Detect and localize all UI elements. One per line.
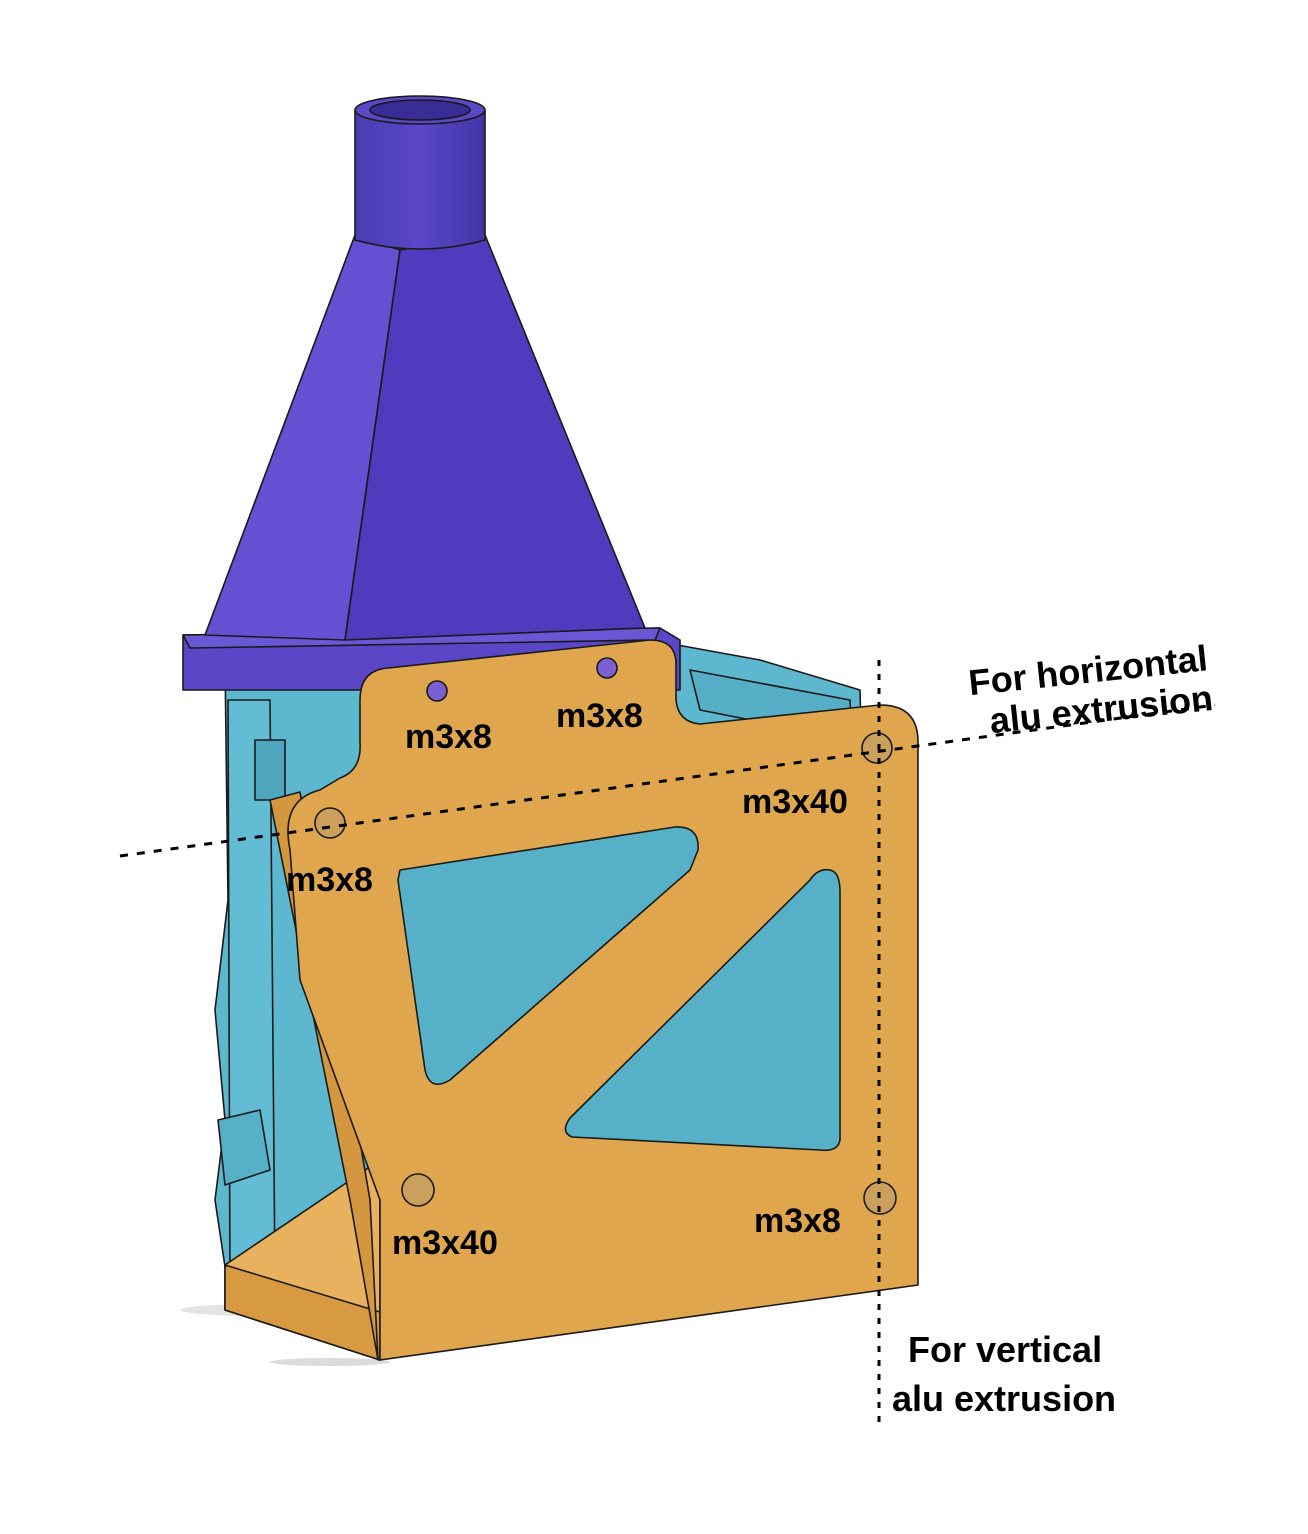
vertical-note-line2: alu extrusion (892, 1378, 1116, 1419)
screw-hole-right-upper (861, 732, 893, 764)
screw-hole-top-left (426, 680, 448, 702)
screw-hole-bottom-left (401, 1173, 435, 1207)
horizontal-extrusion-guide (119, 703, 1216, 858)
funnel-nozzle (182, 95, 681, 691)
screw-hole-left (314, 807, 346, 839)
mounting-bracket (224, 639, 919, 1361)
guide-lines (119, 660, 1216, 1425)
screw-label-2: m3x8 (556, 697, 643, 735)
screw-label-6: m3x8 (754, 1202, 841, 1240)
screw-label-1: m3x8 (405, 718, 492, 756)
screw-label-3: m3x40 (742, 783, 848, 821)
vertical-note-line1: For vertical (908, 1329, 1102, 1370)
screw-hole-top-right (596, 657, 618, 679)
screw-label-5: m3x40 (392, 1224, 498, 1262)
screw-label-4: m3x8 (286, 861, 373, 899)
